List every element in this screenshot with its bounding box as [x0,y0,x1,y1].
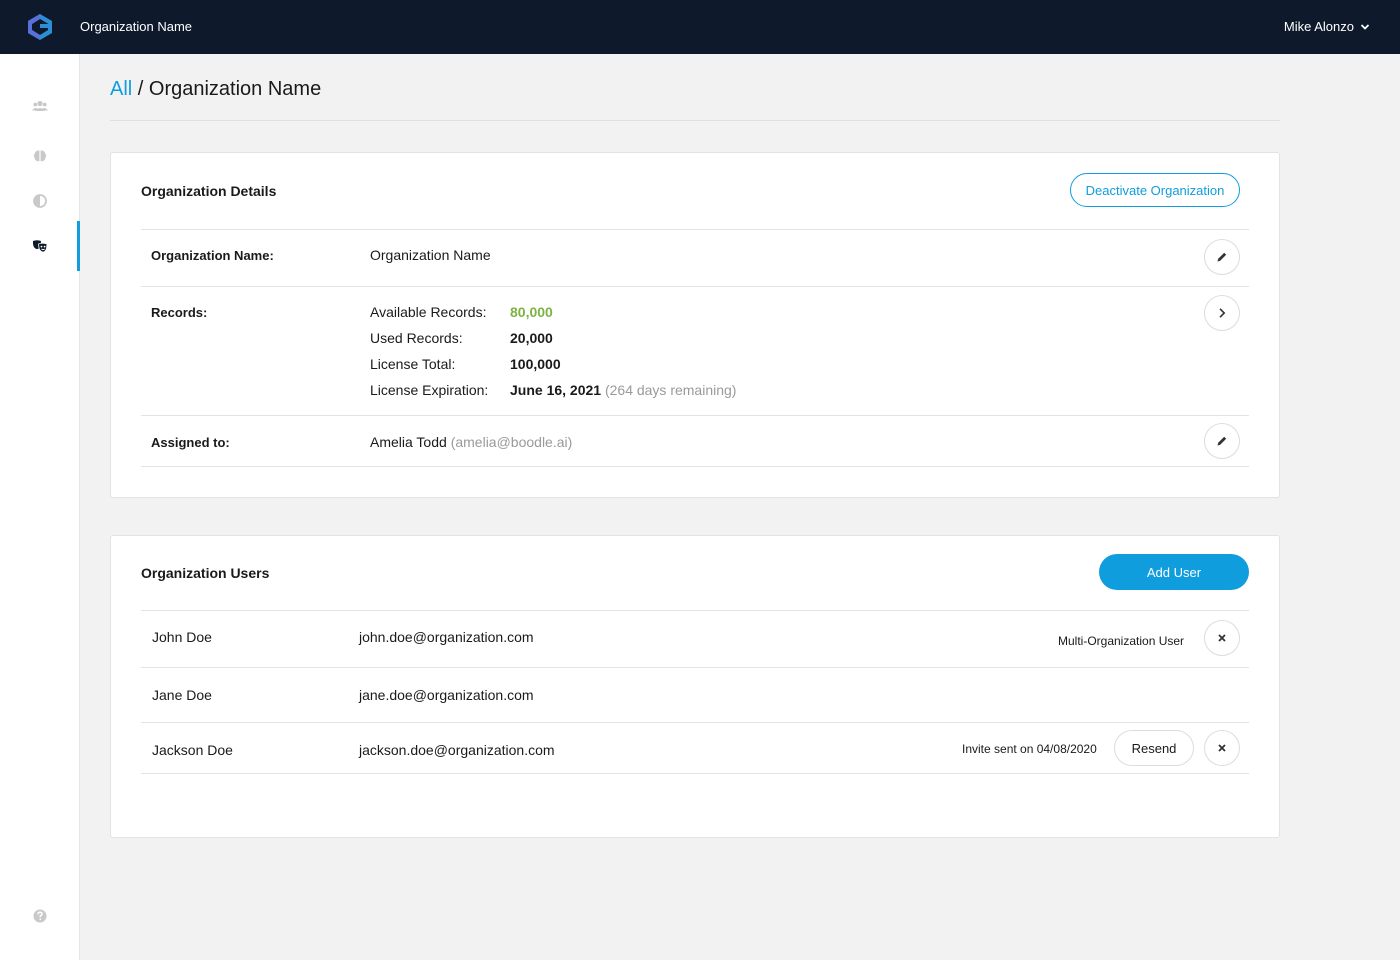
user-email: john.doe@organization.com [359,629,534,645]
invite-status: Invite sent on 04/08/2020 [962,742,1097,756]
edit-org-name-button[interactable] [1204,239,1240,275]
header-divider [110,120,1280,121]
assigned-name: Amelia Todd [370,434,447,450]
help-icon [33,909,47,923]
row-divider [141,773,1249,774]
sidebar-item-contrast[interactable] [0,181,80,221]
breadcrumb: All / Organization Name [110,78,321,101]
pencil-icon [1217,436,1227,446]
assigned-email: (amelia@boodle.ai) [450,434,573,450]
sidebar [0,54,80,960]
resend-invite-button[interactable]: Resend [1114,730,1194,766]
row-divider [141,286,1249,287]
sidebar-item-users[interactable] [0,86,80,126]
user-email: jane.doe@organization.com [359,687,534,703]
user-name: John Doe [152,629,212,645]
available-records-value: 80,000 [510,304,553,320]
top-bar: Organization Name Mike Alonzo [0,0,1400,54]
breadcrumb-separator: / [132,78,149,100]
remove-user-button[interactable] [1204,620,1240,656]
view-records-button[interactable] [1204,295,1240,331]
pencil-icon [1217,252,1227,262]
license-total-value: 100,000 [510,356,561,372]
row-divider [141,722,1249,723]
close-icon [1218,744,1226,752]
used-records-value: 20,000 [510,330,553,346]
breadcrumb-all-link[interactable]: All [110,78,133,100]
brain-icon [33,150,47,162]
row-divider [141,667,1249,668]
days-remaining: (264 days remaining) [604,382,737,398]
close-icon [1218,634,1226,642]
org-title: Organization Name [80,19,192,34]
remove-user-button[interactable] [1204,730,1240,766]
assigned-to-label: Assigned to: [151,435,230,450]
license-expiration-value: June 16, 2021 [510,382,602,398]
chevron-down-icon [1360,23,1370,30]
breadcrumb-current: Organization Name [148,78,322,100]
users-icon [32,100,48,111]
organization-details-card: Organization Details Deactivate Organiza… [110,152,1280,498]
chevron-right-icon [1219,308,1226,318]
row-divider [141,466,1249,467]
logo-icon[interactable] [28,14,52,40]
row-divider [141,229,1249,230]
org-name-label: Organization Name: [151,248,274,263]
sidebar-item-brain[interactable] [0,136,80,176]
org-name-value: Organization Name [370,247,491,263]
organization-users-card: Organization Users Add User John Doe joh… [110,535,1280,838]
license-expiration: June 16, 2021 (264 days remaining) [510,382,736,398]
sidebar-item-help[interactable] [0,896,80,936]
user-menu[interactable]: Mike Alonzo [1284,19,1370,34]
user-note: Multi-Organization User [1058,634,1185,648]
sidebar-item-masks[interactable] [0,221,80,271]
add-user-button[interactable]: Add User [1099,554,1249,590]
user-name: Jackson Doe [152,742,233,758]
masks-icon [33,240,48,253]
license-expiration-label: License Expiration: [370,382,489,398]
edit-assigned-button[interactable] [1204,423,1240,459]
available-records-label: Available Records: [370,304,487,320]
assigned-to: Amelia Todd (amelia@boodle.ai) [370,434,572,450]
row-divider [141,610,1249,611]
row-divider [141,415,1249,416]
records-label: Records: [151,305,208,320]
card-title: Organization Details [141,183,277,199]
user-name: Jane Doe [152,687,212,703]
user-email: jackson.doe@organization.com [359,742,555,758]
deactivate-organization-button[interactable]: Deactivate Organization [1070,173,1240,207]
license-total-label: License Total: [370,356,456,372]
used-records-label: Used Records: [370,330,463,346]
contrast-icon [33,194,47,208]
card-title: Organization Users [141,565,270,581]
user-name: Mike Alonzo [1283,19,1354,34]
